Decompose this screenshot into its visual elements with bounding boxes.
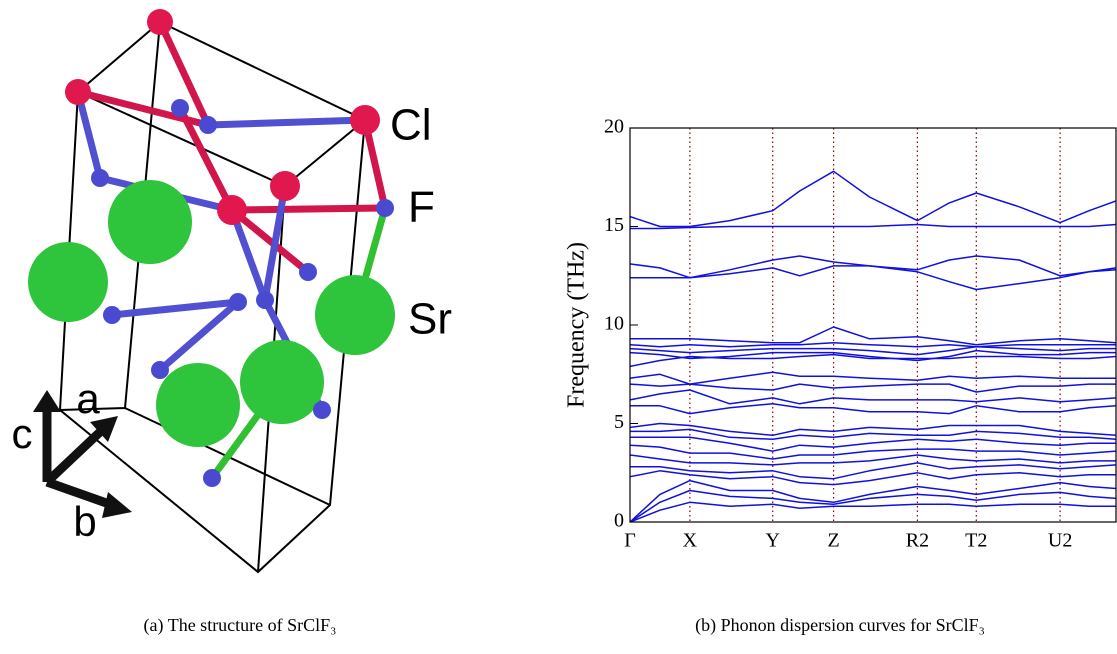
- x-tick-label: Γ: [624, 530, 636, 552]
- x-tick-label: X: [683, 530, 698, 552]
- x-tick-label: Z: [827, 530, 839, 552]
- band: [629, 422, 1117, 437]
- plot-frame: [629, 127, 1117, 523]
- band: [629, 470, 1116, 486]
- band: [630, 436, 1116, 452]
- caption-a: (a) The structure of SrClF₃: [144, 615, 337, 636]
- band: [630, 403, 1117, 415]
- y-axis-label: Frequency (THz): [564, 242, 590, 408]
- band: [629, 444, 1117, 460]
- band: [629, 501, 1116, 523]
- band: [630, 428, 1117, 441]
- label-cl: Cl: [390, 101, 432, 150]
- band: [629, 345, 1116, 356]
- label-sr: Sr: [408, 295, 452, 344]
- structure: Cl F Sr c a b (a) The structure of SrClF…: [12, 9, 452, 636]
- band: [630, 223, 1117, 230]
- band: [630, 265, 1117, 291]
- x-tick-label: Y: [765, 530, 779, 552]
- y-tick-label: 20: [604, 116, 624, 138]
- band: [630, 462, 1117, 480]
- band: [629, 371, 1116, 385]
- band: [629, 341, 1116, 348]
- band: [629, 489, 1117, 523]
- axis-a: a: [76, 375, 100, 422]
- y-tick-label: 0: [614, 510, 624, 532]
- band: [630, 326, 1117, 346]
- caption-b: (b) Phonon dispersion curves for SrClF₃: [695, 615, 985, 636]
- axes-arrows: [33, 390, 132, 518]
- y-tick-label: 10: [604, 313, 624, 335]
- label-f: F: [408, 183, 435, 232]
- axis-b: b: [73, 498, 96, 545]
- cl-atoms: [65, 9, 380, 225]
- x-tick-label: R2: [906, 530, 929, 552]
- x-tick-label: U2: [1048, 530, 1072, 552]
- band: [629, 353, 1117, 368]
- band: [629, 170, 1117, 228]
- y-tick-label: 5: [614, 411, 624, 433]
- f-atoms: [91, 99, 394, 487]
- phonon-chart: Frequency (THz) (b) Phonon dispersion cu…: [564, 116, 1117, 636]
- band: [629, 479, 1117, 523]
- axis-c: c: [12, 410, 33, 457]
- band: [629, 454, 1116, 466]
- y-tick-label: 15: [604, 214, 624, 236]
- band: [629, 389, 1117, 405]
- band: [629, 383, 1116, 393]
- sr-atoms: [28, 180, 395, 447]
- x-tick-label: T2: [965, 530, 987, 552]
